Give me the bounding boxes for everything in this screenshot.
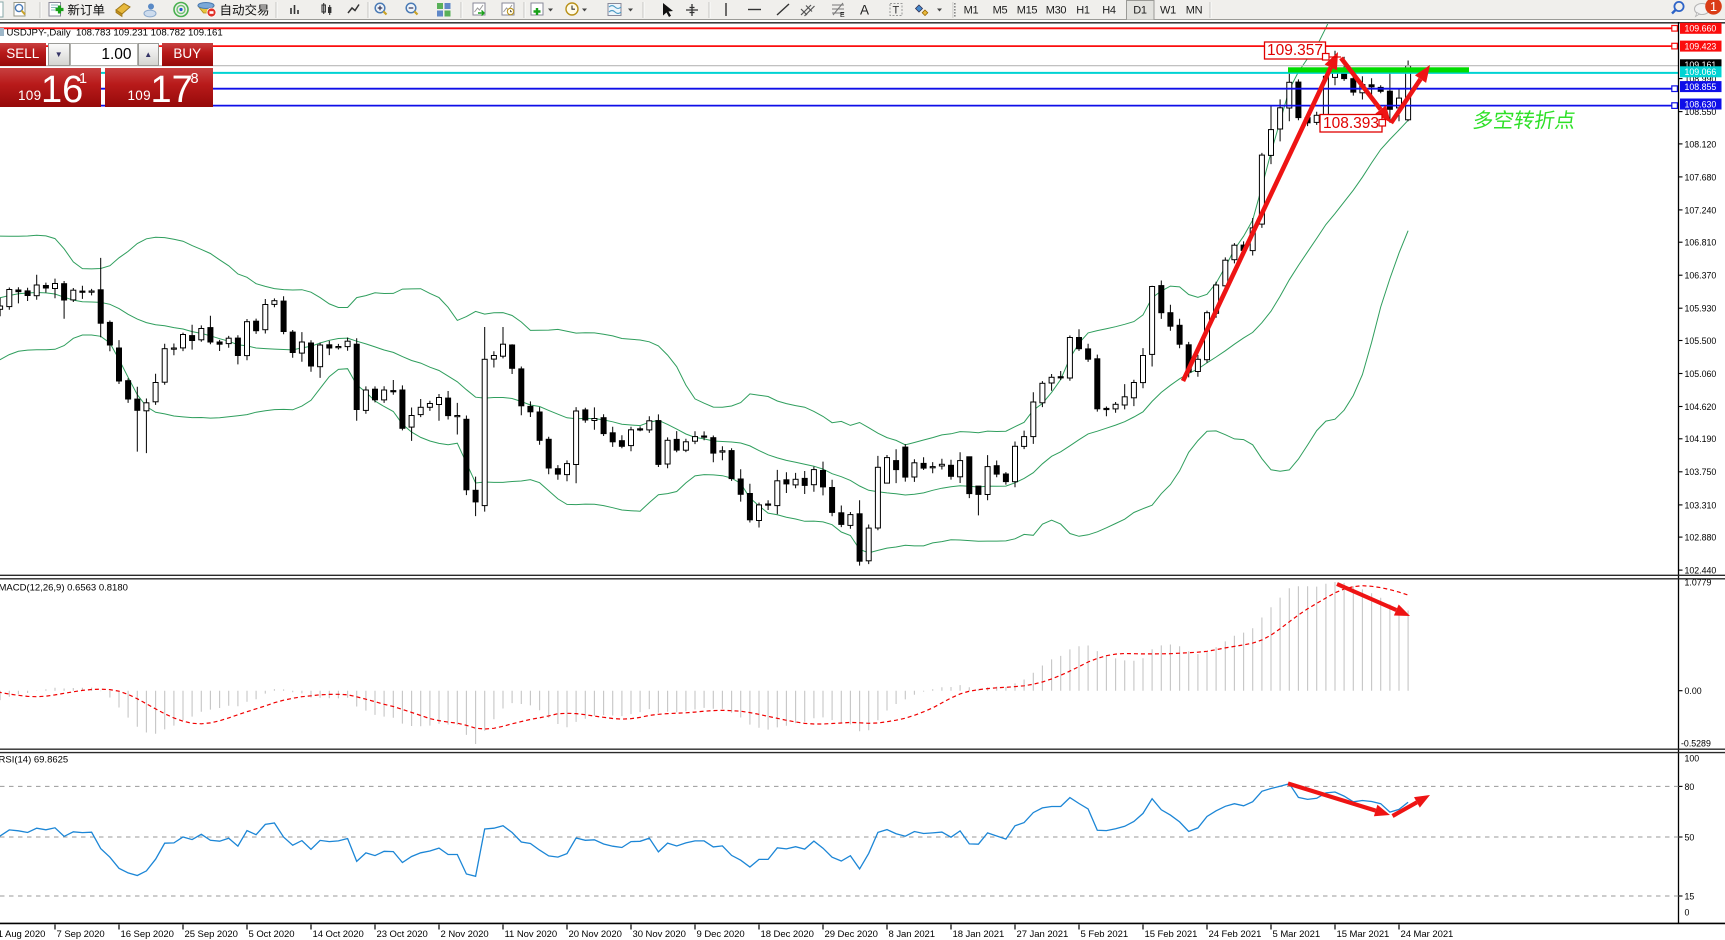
svg-text:108.120: 108.120 <box>1685 139 1717 149</box>
svg-text:T: T <box>893 5 900 17</box>
svg-text:5 Feb 2021: 5 Feb 2021 <box>1081 929 1129 940</box>
svg-text:18 Jan 2021: 18 Jan 2021 <box>953 929 1005 940</box>
svg-text:50: 50 <box>1685 832 1695 842</box>
svg-text:109.660: 109.660 <box>1685 24 1717 34</box>
svg-text:109.161: 109.161 <box>1685 60 1717 70</box>
svg-text:14 Oct 2020: 14 Oct 2020 <box>313 929 364 940</box>
svg-text:108.630: 108.630 <box>1685 99 1717 109</box>
svg-text:5 Oct 2020: 5 Oct 2020 <box>249 929 295 940</box>
svg-text:103.750: 103.750 <box>1685 467 1717 477</box>
svg-text:RSI(14) 69.8625: RSI(14) 69.8625 <box>0 755 68 766</box>
svg-text:15 Mar 2021: 15 Mar 2021 <box>1337 929 1390 940</box>
svg-text:80: 80 <box>1685 782 1695 792</box>
svg-text:109.066: 109.066 <box>1685 67 1717 77</box>
svg-text:W1: W1 <box>1160 5 1176 17</box>
svg-text:7 Sep 2020: 7 Sep 2020 <box>57 929 105 940</box>
svg-text:1.0779: 1.0779 <box>1685 578 1712 588</box>
svg-text:16 Sep 2020: 16 Sep 2020 <box>121 929 174 940</box>
svg-text:107.240: 107.240 <box>1685 205 1717 215</box>
svg-text:0.00: 0.00 <box>1685 686 1702 696</box>
svg-text:D1: D1 <box>1133 5 1147 17</box>
svg-text:105.500: 105.500 <box>1685 336 1717 346</box>
svg-text:102.440: 102.440 <box>1685 566 1717 576</box>
svg-text:M5: M5 <box>993 5 1008 17</box>
svg-text:20 Nov 2020: 20 Nov 2020 <box>569 929 622 940</box>
svg-text:108.393: 108.393 <box>1323 115 1379 132</box>
svg-text:108.855: 108.855 <box>1685 82 1717 92</box>
svg-text:109.357: 109.357 <box>1267 42 1323 59</box>
svg-text:25 Sep 2020: 25 Sep 2020 <box>185 929 238 940</box>
svg-text:104.620: 104.620 <box>1685 402 1717 412</box>
svg-text:103.310: 103.310 <box>1685 500 1717 510</box>
svg-text:0: 0 <box>1685 908 1690 918</box>
svg-text:MN: MN <box>1186 5 1203 17</box>
svg-text:MACD(12,26,9) 0.6563 0.8180: MACD(12,26,9) 0.6563 0.8180 <box>0 583 128 594</box>
svg-text:18 Dec 2020: 18 Dec 2020 <box>761 929 814 940</box>
svg-text:A: A <box>860 3 869 18</box>
svg-text:31 Aug 2020: 31 Aug 2020 <box>0 929 45 940</box>
svg-text:15: 15 <box>1685 891 1695 901</box>
svg-text:24 Mar 2021: 24 Mar 2021 <box>1401 929 1454 940</box>
svg-text:9 Dec 2020: 9 Dec 2020 <box>697 929 745 940</box>
svg-text:29 Dec 2020: 29 Dec 2020 <box>825 929 878 940</box>
svg-text:5 Mar 2021: 5 Mar 2021 <box>1273 929 1321 940</box>
svg-text:105.930: 105.930 <box>1685 304 1717 314</box>
svg-text:-0.5289: -0.5289 <box>1681 739 1711 749</box>
svg-text:24 Feb 2021: 24 Feb 2021 <box>1209 929 1262 940</box>
svg-text:M15: M15 <box>1017 5 1038 17</box>
svg-text:107.680: 107.680 <box>1685 172 1717 182</box>
svg-text:11 Nov 2020: 11 Nov 2020 <box>505 929 558 940</box>
svg-text:E: E <box>840 12 845 19</box>
svg-text:106.370: 106.370 <box>1685 271 1717 281</box>
svg-text:23 Oct 2020: 23 Oct 2020 <box>377 929 428 940</box>
svg-text:1: 1 <box>1710 0 1717 14</box>
svg-text:106.810: 106.810 <box>1685 238 1717 248</box>
svg-text:15 Feb 2021: 15 Feb 2021 <box>1145 929 1198 940</box>
svg-text:H1: H1 <box>1076 5 1090 17</box>
svg-text:104.190: 104.190 <box>1685 434 1717 444</box>
svg-text:105.060: 105.060 <box>1685 369 1717 379</box>
svg-text:30 Nov 2020: 30 Nov 2020 <box>633 929 686 940</box>
svg-text:M1: M1 <box>964 5 979 17</box>
svg-text:M30: M30 <box>1046 5 1067 17</box>
svg-text:2 Nov 2020: 2 Nov 2020 <box>441 929 489 940</box>
svg-text:108.550: 108.550 <box>1685 107 1717 117</box>
svg-text:USDJPY-,Daily 108.783 109.231: USDJPY-,Daily 108.783 109.231 108.782 10… <box>7 28 223 39</box>
svg-text:102.880: 102.880 <box>1685 533 1717 543</box>
svg-text:H4: H4 <box>1102 5 1116 17</box>
svg-text:27 Jan 2021: 27 Jan 2021 <box>1017 929 1069 940</box>
svg-text:109.423: 109.423 <box>1685 42 1717 52</box>
svg-text:108.990: 108.990 <box>1685 74 1717 84</box>
svg-text:8 Jan 2021: 8 Jan 2021 <box>889 929 936 940</box>
svg-text:100: 100 <box>1685 754 1700 764</box>
